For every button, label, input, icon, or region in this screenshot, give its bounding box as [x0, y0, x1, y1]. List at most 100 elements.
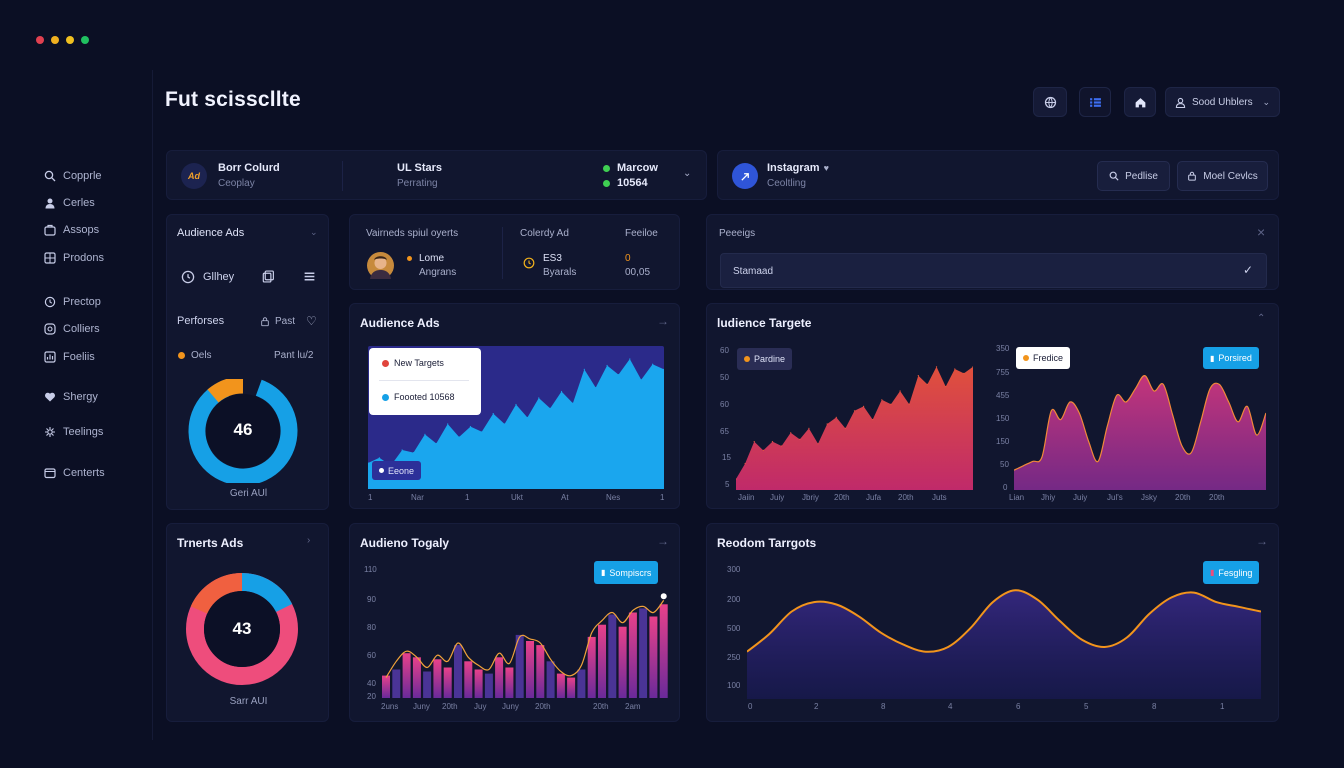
- sidebar-item-label: Copprle: [63, 170, 102, 182]
- data-point: [808, 427, 810, 429]
- settings-select[interactable]: Stamaad ✓: [720, 253, 1267, 288]
- sidebar-item-copprle[interactable]: Copprle: [44, 168, 102, 184]
- button-label: Pedlise: [1125, 170, 1158, 182]
- settings-panel: Peeeigs × Stamaad ✓: [706, 214, 1279, 290]
- home-button[interactable]: [1124, 87, 1156, 117]
- bar: [598, 624, 606, 698]
- x-tick-label: Jbriy: [802, 493, 819, 502]
- user-dropdown[interactable]: Sood Uhblers ⌄: [1165, 87, 1280, 117]
- bar: [505, 667, 514, 698]
- sidebar-item-prodons[interactable]: Prodons: [44, 250, 104, 266]
- audience-area-chart: [368, 358, 664, 489]
- fullscreen-window-dot[interactable]: [81, 36, 89, 44]
- targets-area-chart-right: [1014, 375, 1266, 490]
- x-tick-label: 5: [1084, 702, 1089, 711]
- x-tick-label: 20th: [898, 493, 914, 502]
- sidebar-item-foeliis[interactable]: Foeliis: [44, 349, 95, 365]
- data-point: [606, 364, 608, 367]
- bar: [649, 616, 658, 698]
- globe-button[interactable]: [1033, 87, 1067, 117]
- donut-ring-orange: [207, 379, 244, 403]
- data-point: [799, 438, 801, 440]
- y-tick-label: 200: [727, 595, 741, 604]
- sidebar-item-colliers[interactable]: Colliers: [44, 321, 100, 337]
- legend-label: Eeone: [388, 465, 415, 476]
- chevron-up-icon[interactable]: ⌃: [1257, 313, 1266, 324]
- heart-icon: [45, 392, 55, 402]
- sidebar-item-assops[interactable]: Assops: [44, 222, 99, 238]
- arrow-right-icon[interactable]: →: [657, 534, 669, 548]
- lock-icon: [261, 316, 269, 326]
- status-label: Marcow: [617, 162, 658, 174]
- list-view-button[interactable]: [1079, 87, 1111, 117]
- tag-icon: ▮: [601, 568, 606, 577]
- legend-label: Fredice: [1033, 353, 1064, 363]
- data-point: [595, 387, 597, 389]
- minimize-window-dot[interactable]: [51, 36, 59, 44]
- area-fill: [736, 366, 973, 490]
- close-icon[interactable]: ×: [1257, 224, 1266, 240]
- perf-action[interactable]: Past ♡: [260, 314, 317, 328]
- bar: [587, 636, 596, 698]
- data-point: [963, 372, 965, 374]
- sidebar-item-label: Teelings: [63, 426, 104, 438]
- legend-dot: [382, 360, 389, 367]
- data-point: [560, 390, 563, 393]
- data-point: [572, 402, 574, 404]
- moel-cevlcs-button[interactable]: Moel Cevlcs: [1177, 161, 1268, 191]
- instagram-title: Instagram ♥: [767, 162, 829, 174]
- bar: [433, 659, 442, 698]
- menu-button[interactable]: [303, 270, 316, 288]
- bar: [474, 669, 483, 698]
- bar: [526, 641, 534, 698]
- perf-action-label: Past: [275, 315, 296, 327]
- legend-dot: [178, 352, 185, 359]
- x-tick-label: 6: [1016, 702, 1021, 711]
- arrow-right-icon[interactable]: →: [657, 314, 669, 328]
- bar: [556, 673, 565, 698]
- chevron-right-icon[interactable]: ›: [307, 535, 311, 546]
- close-window-dot[interactable]: [36, 36, 44, 44]
- arrow-right-icon[interactable]: →: [1256, 534, 1268, 548]
- porsired-button[interactable]: ▮ Porsired: [1203, 347, 1259, 369]
- heart-icon: ♡: [306, 314, 317, 328]
- button-label: Fesgling: [1218, 567, 1253, 578]
- search-icon: [44, 170, 56, 182]
- y-tick-label: 40: [367, 679, 376, 688]
- home-icon: [1135, 97, 1145, 107]
- x-tick-label: Juiy: [1073, 493, 1088, 502]
- chevron-down-icon[interactable]: ⌄: [310, 227, 318, 237]
- data-point: [469, 426, 472, 428]
- data-point: [890, 403, 892, 405]
- sidebar-item-prectop[interactable]: Prectop: [44, 294, 101, 310]
- bar: [464, 661, 473, 698]
- mid-value: ES3: [543, 253, 562, 264]
- donut-hole: [206, 394, 280, 468]
- zoom-window-dot[interactable]: [66, 36, 74, 44]
- avatar: [367, 252, 394, 279]
- copy-button[interactable]: [262, 270, 275, 288]
- brand-sub: Ceoplay: [218, 178, 255, 189]
- ring-caption: Sarr AUI: [229, 696, 268, 707]
- bar: [443, 667, 452, 698]
- x-tick-label: Juts: [932, 493, 947, 502]
- instagram-sub: Ceoltling: [767, 178, 806, 189]
- button-label: Moel Cevlcs: [1203, 170, 1258, 182]
- fesgling-button[interactable]: ▮ Fesgling: [1203, 561, 1260, 584]
- data-point: [826, 423, 828, 425]
- data-point: [899, 390, 901, 392]
- sompiscrs-button[interactable]: ▮ Sompiscrs: [594, 561, 659, 584]
- right-value: 0: [625, 253, 631, 264]
- bar: [618, 626, 627, 698]
- data-point: [917, 375, 919, 377]
- sidebar-item-teelings[interactable]: Teelings: [44, 424, 103, 440]
- pedlise-button[interactable]: Pedlise: [1097, 161, 1170, 191]
- sidebar-item-shergy[interactable]: Shergy: [44, 389, 98, 405]
- bars-chart: [382, 593, 668, 698]
- x-tick-label: 2uns: [381, 702, 399, 711]
- y-tick-label: 5: [725, 480, 730, 489]
- select-value: Stamaad: [733, 266, 774, 277]
- sidebar-item-cerles[interactable]: Cerles: [44, 195, 95, 211]
- sidebar-item-centerts[interactable]: Centerts: [44, 465, 105, 481]
- chevron-down-icon[interactable]: ⌄: [683, 168, 692, 179]
